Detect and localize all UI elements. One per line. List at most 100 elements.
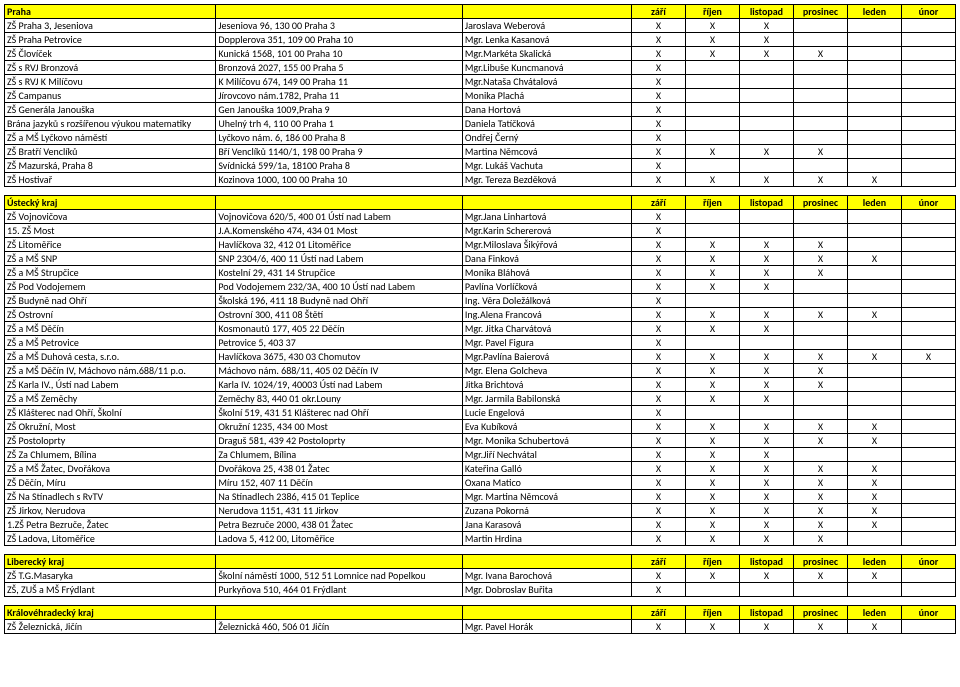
month-cell: X: [739, 350, 793, 364]
table-row: ZŠ Praha 3, JeseniovaJeseniova 96, 130 0…: [5, 19, 956, 33]
month-cell: [685, 61, 739, 75]
contact-person: Mgr. Lenka Kasanová: [462, 33, 631, 47]
month-cell: X: [793, 569, 847, 583]
school-address: Na Stínadlech 2386, 415 01 Teplice: [216, 490, 463, 504]
school-address: Jírovcovo nám.1782, Praha 11: [216, 89, 463, 103]
month-cell: X: [631, 224, 685, 238]
month-header: únor: [901, 555, 955, 569]
school-address: Karla IV. 1024/19, 40003 Ústí nad Labem: [216, 378, 463, 392]
school-name: ZŠ a MŠ Děčín: [5, 322, 216, 336]
school-name: ZŠ Campanus: [5, 89, 216, 103]
month-cell: [793, 336, 847, 350]
contact-person: Mgr. Pavel Figura: [462, 336, 631, 350]
contact-person: Pavlína Vorlíčková: [462, 280, 631, 294]
table-row: ZŠ OstrovníOstrovní 300, 411 08 ŠtětíIng…: [5, 308, 956, 322]
table-row: ZŠ CampanusJírovcovo nám.1782, Praha 11M…: [5, 89, 956, 103]
contact-person: Monika Bláhová: [462, 266, 631, 280]
month-cell: X: [793, 238, 847, 252]
month-cell: X: [631, 61, 685, 75]
month-cell: X: [793, 504, 847, 518]
school-name: ZŠ a MŠ Zeměchy: [5, 392, 216, 406]
school-address: Zeměchy 83, 440 01 okr.Louny: [216, 392, 463, 406]
month-cell: [847, 61, 901, 75]
month-cell: [739, 336, 793, 350]
month-cell: X: [847, 434, 901, 448]
month-cell: [901, 518, 955, 532]
table-row: ZŠ a MŠ ZeměchyZeměchy 83, 440 01 okr.Lo…: [5, 392, 956, 406]
month-cell: X: [847, 518, 901, 532]
table-row: ZŠ a MŠ PetrovicePetrovice 5, 403 37Mgr.…: [5, 336, 956, 350]
month-cell: [901, 434, 955, 448]
month-cell: [847, 210, 901, 224]
school-address: Purkyňova 510, 464 01 Frýdlant: [216, 583, 463, 597]
contact-person: Jaroslava Weberová: [462, 19, 631, 33]
month-cell: X: [685, 280, 739, 294]
month-header: únor: [901, 196, 955, 210]
table-row: ZŠ Klášterec nad Ohří, ŠkolníŠkolní 519,…: [5, 406, 956, 420]
month-cell: [901, 620, 955, 634]
month-cell: X: [793, 462, 847, 476]
month-cell: X: [793, 518, 847, 532]
section-title: Liberecký kraj: [5, 555, 216, 569]
month-cell: [685, 210, 739, 224]
school-address: Školská 196, 411 18 Budyně nad Ohří: [216, 294, 463, 308]
school-name: ZŠ Budyně nad Ohří: [5, 294, 216, 308]
table-row: ZŠ s RVJ BronzováBronzová 2027, 155 00 P…: [5, 61, 956, 75]
month-header: listopad: [739, 196, 793, 210]
school-address: Bronzová 2027, 155 00 Praha 5: [216, 61, 463, 75]
month-header: leden: [847, 606, 901, 620]
contact-person: Daniela Tatíčková: [462, 117, 631, 131]
school-name: ZŠ Na Stínadlech s RvTV: [5, 490, 216, 504]
month-cell: [793, 210, 847, 224]
school-address: Kozinova 1000, 100 00 Praha 10: [216, 173, 463, 187]
table-row: ZŠ ČlovíčekKunická 1568, 101 00 Praha 10…: [5, 47, 956, 61]
contact-person: Mgr. Jarmila Babilonská: [462, 392, 631, 406]
school-name: ZŠ Generála Janouška: [5, 103, 216, 117]
month-cell: X: [631, 131, 685, 145]
month-cell: X: [631, 392, 685, 406]
month-cell: [847, 117, 901, 131]
month-cell: [685, 117, 739, 131]
table-row: ZŠ a MŠ DěčínKosmonautů 177, 405 22 Děčí…: [5, 322, 956, 336]
month-cell: X: [631, 490, 685, 504]
month-cell: [901, 224, 955, 238]
month-cell: X: [739, 173, 793, 187]
contact-person: Kateřina Galló: [462, 462, 631, 476]
month-cell: [685, 75, 739, 89]
month-cell: [901, 19, 955, 33]
contact-person: Ing. Věra Doležálková: [462, 294, 631, 308]
school-name: ZŠ s RVJ Bronzová: [5, 61, 216, 75]
month-cell: X: [847, 504, 901, 518]
month-cell: X: [631, 518, 685, 532]
month-header: prosinec: [793, 5, 847, 19]
month-cell: [847, 448, 901, 462]
month-cell: X: [685, 420, 739, 434]
month-cell: [901, 117, 955, 131]
month-cell: X: [631, 75, 685, 89]
month-cell: [901, 322, 955, 336]
school-address: Pod Vodojemem 232/3A, 400 10 Ústí nad La…: [216, 280, 463, 294]
table-row: ZŠ a MŠ StrupčiceKostelní 29, 431 14 Str…: [5, 266, 956, 280]
month-cell: X: [793, 620, 847, 634]
contact-person: Mgr. Monika Schubertová: [462, 434, 631, 448]
month-cell: X: [631, 145, 685, 159]
table-row: ZŠ LitoměřiceHavlíčkova 32, 412 01 Litom…: [5, 238, 956, 252]
table-row: ZŠ Ladova, LitoměřiceLadova 5, 412 00, L…: [5, 532, 956, 546]
month-header: říjen: [685, 5, 739, 19]
month-cell: [847, 364, 901, 378]
month-cell: [793, 61, 847, 75]
month-cell: X: [739, 448, 793, 462]
month-cell: [901, 252, 955, 266]
month-cell: X: [739, 518, 793, 532]
month-cell: X: [793, 47, 847, 61]
month-cell: X: [631, 448, 685, 462]
month-cell: X: [739, 308, 793, 322]
month-cell: [901, 75, 955, 89]
month-cell: X: [685, 434, 739, 448]
month-cell: X: [685, 19, 739, 33]
section-title: Ústecký kraj: [5, 196, 216, 210]
month-cell: [847, 280, 901, 294]
school-address: Ladova 5, 412 00, Litoměřice: [216, 532, 463, 546]
month-header: září: [631, 196, 685, 210]
table-row: ZŠ a MŠ SNPSNP 2304/6, 400 11 Ústí nad L…: [5, 252, 956, 266]
